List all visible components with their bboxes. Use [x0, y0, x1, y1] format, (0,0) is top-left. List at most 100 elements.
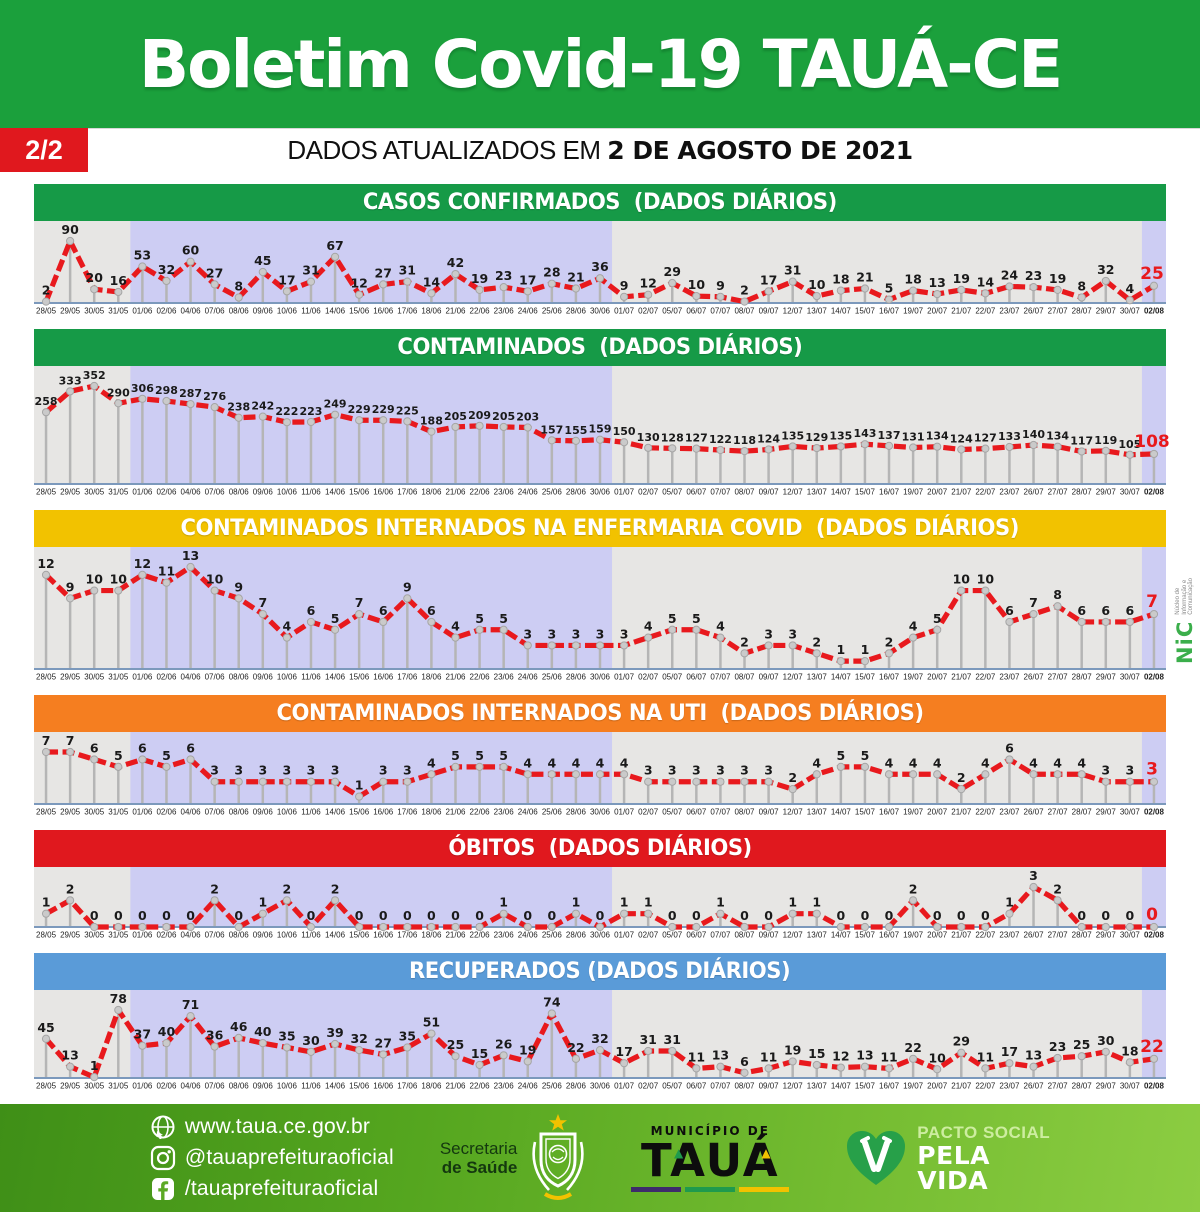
x-tick-label: 08/06	[229, 808, 250, 817]
x-tick-label: 29/05	[60, 931, 81, 940]
value-label: 12	[37, 556, 54, 571]
value-label: 6	[740, 1054, 749, 1069]
data-point-marker	[138, 922, 147, 932]
value-label: 127	[974, 432, 997, 445]
value-label: 1	[499, 895, 508, 910]
x-tick-label: 09/06	[253, 307, 274, 316]
value-label: 22	[904, 1040, 921, 1055]
x-tick-label: 26/07	[1024, 808, 1045, 817]
data-point-marker	[1101, 1047, 1110, 1056]
value-label: 130	[637, 431, 660, 444]
value-label: 5	[114, 748, 123, 763]
x-tick-label: 04/06	[181, 931, 202, 940]
value-label: 11	[880, 1049, 897, 1064]
value-label: 135	[781, 429, 804, 442]
data-point-marker	[114, 287, 123, 297]
value-label: 6	[138, 740, 147, 755]
value-label: 258	[35, 395, 58, 408]
value-label: 143	[853, 427, 876, 440]
data-point-marker	[1125, 450, 1134, 459]
data-point-marker	[547, 1009, 556, 1018]
x-tick-label: 31/05	[108, 931, 129, 940]
data-point-marker	[571, 770, 581, 779]
data-point-marker	[1077, 447, 1086, 456]
x-tick-label: 30/05	[84, 931, 105, 940]
value-label: 223	[299, 405, 322, 418]
value-label: 2	[66, 881, 75, 896]
x-tick-label: 11/06	[301, 488, 321, 497]
data-point-marker	[234, 922, 243, 932]
value-label: 5	[933, 611, 942, 626]
value-label: 209	[468, 409, 491, 422]
data-point-marker	[1101, 777, 1110, 786]
data-point-marker	[1005, 755, 1014, 764]
data-point-marker	[306, 922, 316, 932]
value-label-latest: 25	[1140, 264, 1164, 284]
data-point-marker	[571, 641, 581, 650]
value-label: 11	[760, 1049, 777, 1064]
data-point-marker	[499, 762, 508, 771]
x-tick-label: 24/06	[518, 931, 539, 940]
x-tick-label: 07/07	[710, 673, 731, 682]
value-label-latest: 108	[1134, 432, 1170, 452]
data-point-marker	[884, 770, 894, 779]
data-point-marker	[523, 641, 532, 650]
data-point-marker	[644, 290, 653, 299]
yellow-triangle-accent: ▲	[761, 1146, 773, 1160]
value-label: 4	[283, 619, 292, 634]
data-point-marker	[644, 909, 653, 918]
value-label: 1	[716, 895, 725, 910]
x-tick-label: 15/07	[855, 488, 876, 497]
x-tick-label: 08/07	[734, 931, 755, 940]
x-tick-label: 29/05	[60, 488, 81, 497]
data-point-marker	[306, 617, 316, 627]
nic-caption-line: Informação e	[1181, 579, 1188, 615]
facebook-icon	[151, 1178, 174, 1200]
value-label: 11	[688, 1049, 705, 1064]
data-point-marker	[1005, 442, 1014, 452]
value-label: 3	[234, 763, 243, 778]
x-tick-label: 25/06	[542, 931, 563, 940]
x-tick-label: 16/06	[373, 673, 394, 682]
data-point-marker	[41, 747, 51, 757]
facebook-text: /tauaprefeituraoficial	[184, 1177, 379, 1200]
data-point-marker	[547, 641, 556, 650]
x-tick-label: 21/07	[951, 307, 972, 316]
value-label: 5	[475, 611, 484, 626]
chart-section-uti: CONTAMINADOS INTERNADOS NA UTI (DADOS DI…	[34, 695, 1166, 818]
x-tick-label: 08/06	[229, 931, 250, 940]
chart-title: ÓBITOS (DADOS DIÁRIOS)	[448, 836, 752, 861]
chart-section-contaminados: CONTAMINADOS (DADOS DIÁRIOS) 258 333 352 290…	[34, 329, 1170, 498]
value-label: 0	[403, 908, 412, 923]
data-point-marker	[330, 1039, 340, 1049]
x-tick-label: 28/05	[36, 488, 57, 497]
yellow-bar	[739, 1187, 790, 1192]
value-label: 2	[909, 881, 918, 896]
x-tick-label: 01/06	[132, 931, 153, 940]
value-label: 0	[162, 908, 171, 923]
x-tick-label: 24/06	[518, 307, 539, 316]
x-tick-label: 21/07	[951, 673, 972, 682]
chart-title-bar-enfermaria: CONTAMINADOS INTERNADOS NA ENFERMARIA CO…	[34, 510, 1166, 547]
update-prefix: DADOS ATUALIZADOS EM	[287, 134, 608, 165]
plot-gray-band	[34, 547, 131, 669]
value-label-latest: 22	[1140, 1037, 1164, 1057]
data-point-marker	[1053, 1053, 1062, 1063]
value-label: 2	[1053, 881, 1062, 896]
x-tick-label: 08/07	[734, 808, 755, 817]
data-point-marker	[668, 625, 677, 634]
value-label: 4	[427, 755, 436, 770]
x-tick-label: 07/07	[710, 931, 731, 940]
data-point-marker	[330, 896, 340, 905]
data-point-marker	[306, 777, 316, 786]
value-label: 1	[90, 1058, 99, 1073]
x-tick-label: 30/06	[590, 488, 611, 497]
x-tick-label: 28/05	[36, 808, 57, 817]
value-label: 3	[1101, 763, 1110, 778]
x-tick-label: 27/07	[1048, 1082, 1069, 1091]
data-point-marker	[41, 297, 51, 306]
x-tick-label: 06/07	[686, 307, 707, 316]
x-tick-label: 24/06	[518, 1082, 539, 1091]
data-point-marker	[186, 399, 195, 409]
x-tick-label: 14/06	[325, 1082, 346, 1091]
